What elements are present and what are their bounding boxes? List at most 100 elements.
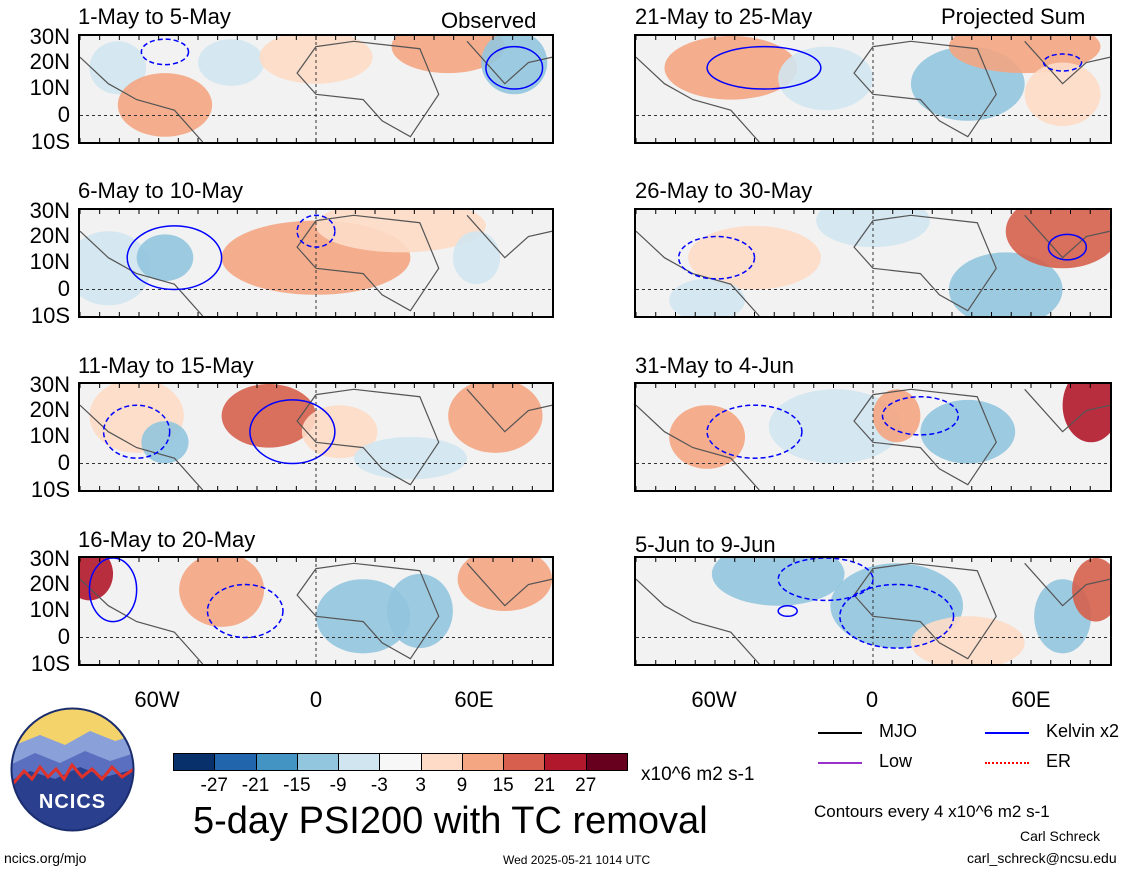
kelvin-contour <box>706 45 822 90</box>
colorbar-tick-label: -15 <box>283 775 311 796</box>
map-canvas <box>636 384 1110 490</box>
map-canvas <box>80 384 552 490</box>
anomaly-shading <box>316 210 486 253</box>
colorbar-tick-label: 3 <box>415 775 426 796</box>
panel-title: 31-May to 4-Jun <box>635 353 794 378</box>
lat-label: 10S <box>30 477 70 502</box>
panel-title: 21-May to 25-May <box>635 4 813 29</box>
kelvin-legend-line <box>985 732 1029 734</box>
anomaly-shading <box>89 41 147 95</box>
map-panel <box>634 556 1112 666</box>
lat-label: 10S <box>30 651 70 676</box>
mjo-legend-line <box>818 732 862 734</box>
anomaly-shading <box>1072 558 1110 622</box>
coastline <box>636 388 1110 490</box>
colorbar-swatch <box>379 753 422 771</box>
anomaly-shading <box>910 616 1025 664</box>
anomaly-shading <box>221 384 316 448</box>
kelvin-contour <box>1047 233 1088 261</box>
anomaly-shading <box>452 231 501 285</box>
timestamp: Wed 2025-05-21 1014 UTC <box>503 853 651 867</box>
colorbar-tick-label: -27 <box>200 775 228 796</box>
coastline <box>80 562 552 664</box>
coastline <box>636 562 1110 664</box>
lat-label: 10N <box>29 75 70 100</box>
lat-label: 20N <box>29 49 70 74</box>
anomaly-shading <box>80 558 114 601</box>
anomaly-shading <box>873 389 921 443</box>
panel-title: 1-May to 5-May <box>78 4 231 29</box>
colorbar-swatch <box>585 753 628 771</box>
kelvin-contour <box>126 225 223 291</box>
logo-icon <box>10 707 135 832</box>
anomaly-shading <box>669 278 746 316</box>
lon-label: 0 <box>865 687 879 712</box>
colorbar-tick-label: 27 <box>575 775 597 796</box>
anomaly-shading <box>1024 62 1101 127</box>
colorbar-tick-label: -3 <box>370 775 388 796</box>
kelvin-contour <box>140 38 190 66</box>
lon-label: 60E <box>1011 687 1051 712</box>
coastline <box>80 214 552 316</box>
panel-title: 6-May to 10-May <box>78 178 244 203</box>
panel-title: 11-May to 15-May <box>78 353 254 378</box>
er-legend-line <box>985 762 1029 764</box>
map-panel <box>78 34 554 144</box>
colorbar-tick-label: 21 <box>533 775 556 796</box>
panel-title: 26-May to 30-May <box>635 178 813 203</box>
kelvin-contour <box>706 404 803 459</box>
kelvin-contour <box>296 214 336 248</box>
lat-label: 0 <box>57 276 70 301</box>
anomaly-shading <box>948 252 1063 316</box>
anomaly-shading <box>1062 384 1110 443</box>
lat-label: 10S <box>30 303 70 328</box>
map-canvas <box>636 36 1110 142</box>
anomaly-shading <box>664 36 798 100</box>
anomaly-shading <box>259 36 373 84</box>
kelvin-contour <box>249 399 336 465</box>
author-name: Carl Schreck <box>1020 828 1101 844</box>
legend-kelvin: Kelvin x2 <box>1046 721 1120 741</box>
lat-label: 30N <box>29 372 70 397</box>
lat-label: 30N <box>29 24 70 49</box>
colorbar-swatch <box>544 753 587 771</box>
map-panel <box>78 208 554 318</box>
main-title: 5-day PSI200 with TC removal <box>193 800 708 842</box>
map-canvas <box>636 558 1110 664</box>
legend-low: Low <box>879 751 913 771</box>
lat-label: 20N <box>29 571 70 596</box>
colorbar-tick-label: 9 <box>456 775 468 796</box>
ncics-logo: NCICS <box>10 707 135 832</box>
colorbar-units: x10^6 m2 s-1 <box>641 764 755 785</box>
map-panel <box>78 556 554 666</box>
anomaly-shading <box>80 231 151 306</box>
map-panel <box>634 382 1112 492</box>
lat-label: 0 <box>57 102 70 127</box>
anomaly-shading <box>391 36 505 74</box>
projected-label: Projected Sum <box>941 4 1086 29</box>
colorbar-swatch <box>255 753 298 771</box>
map-canvas <box>80 558 552 664</box>
anomaly-shading <box>457 558 552 611</box>
kelvin-contour <box>1042 53 1083 72</box>
lat-label: 10S <box>30 129 70 154</box>
coastline <box>80 388 552 490</box>
kelvin-contour <box>777 604 798 618</box>
kelvin-contour <box>206 583 284 639</box>
observed-label: Observed <box>441 8 537 33</box>
lon-label: 0 <box>309 687 323 712</box>
anomaly-shading <box>481 36 548 95</box>
kelvin-contour <box>677 235 756 280</box>
colorbar-tick-label: -21 <box>241 775 270 796</box>
colorbar-swatch <box>461 753 505 771</box>
anomaly-shading <box>669 405 746 469</box>
map-panel <box>78 382 554 492</box>
lat-label: 10N <box>29 249 70 274</box>
anomaly-shading <box>301 405 378 459</box>
anomaly-shading <box>198 39 265 86</box>
map-canvas <box>80 210 552 316</box>
colorbar-swatch <box>338 753 381 771</box>
colorbar-swatch <box>214 753 257 771</box>
site-link[interactable]: ncics.org/mjo <box>4 850 87 866</box>
map-panel <box>634 208 1112 318</box>
